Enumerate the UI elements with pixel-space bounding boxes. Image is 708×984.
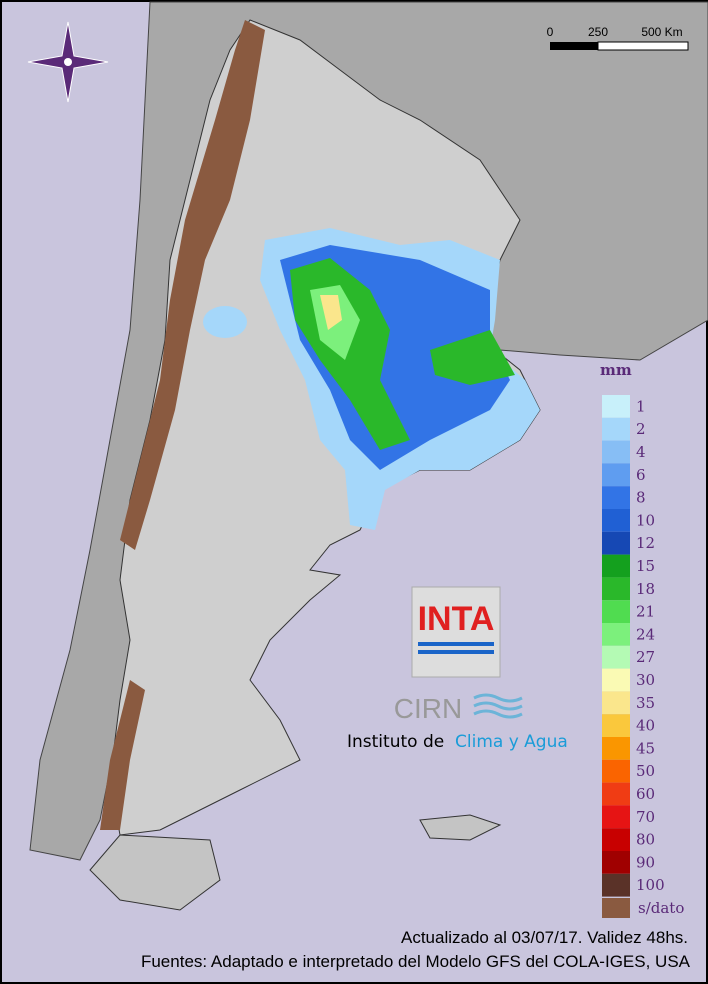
legend-label: 15 xyxy=(636,557,655,575)
legend-swatch xyxy=(602,577,630,601)
legend-label: 80 xyxy=(636,831,655,849)
footer-updated: Actualizado al 03/07/17. Validez 48hs. xyxy=(401,928,688,947)
legend-label: 100 xyxy=(636,876,665,894)
legend-label: 10 xyxy=(636,511,655,529)
logo-cirn: CIRN xyxy=(394,693,462,724)
legend-label: 2 xyxy=(636,420,646,438)
precip-area xyxy=(430,330,515,385)
legend-swatch xyxy=(602,691,630,715)
legend-swatch xyxy=(602,805,630,829)
logo-box xyxy=(411,586,501,678)
legend-swatch xyxy=(602,395,630,418)
tierra-del-fuego xyxy=(89,834,221,911)
scale-label: 0 xyxy=(547,25,554,39)
footer-sources: Fuentes: Adaptado e interpretado del Mod… xyxy=(141,952,691,971)
legend-swatch xyxy=(602,509,630,532)
legend-label: 24 xyxy=(636,625,655,643)
legend-swatch xyxy=(602,851,630,874)
legend-swatch xyxy=(602,714,630,737)
legend-label: 12 xyxy=(636,534,655,552)
compass-rose xyxy=(27,21,109,103)
scale-bar xyxy=(597,41,689,51)
legend-label: 18 xyxy=(636,580,655,598)
scale-bar xyxy=(550,42,598,50)
legend-swatch xyxy=(602,531,630,555)
no-data-area xyxy=(100,680,145,830)
legend-label: 35 xyxy=(636,694,655,712)
islands xyxy=(419,814,502,841)
logo-stripe xyxy=(418,642,494,646)
legend-label: 70 xyxy=(636,808,655,826)
logo-inta: INTA xyxy=(418,600,495,638)
legend-swatch xyxy=(602,554,630,578)
legend-swatch xyxy=(602,440,630,464)
legend-label: s/dato xyxy=(638,899,684,917)
legend-swatch xyxy=(602,759,630,783)
legend-label: 30 xyxy=(636,671,655,689)
legend-swatch xyxy=(602,623,630,646)
legend-label: 6 xyxy=(636,466,646,484)
logo-waves xyxy=(473,693,523,719)
legend-label: 90 xyxy=(636,853,655,871)
institute-name: Instituto de xyxy=(347,732,444,752)
legend-swatch xyxy=(602,417,630,441)
institute-name: Clima y Agua xyxy=(455,732,568,752)
legend-swatch xyxy=(602,486,630,509)
legend-label: 21 xyxy=(636,603,655,621)
precip-area xyxy=(203,306,247,338)
legend-label: 40 xyxy=(636,717,655,735)
legend-label: 27 xyxy=(636,648,655,666)
legend-swatch xyxy=(602,668,630,692)
legend-label: 60 xyxy=(636,785,655,803)
legend-swatch xyxy=(602,873,630,897)
logo-stripe xyxy=(418,650,494,654)
legend-label: 45 xyxy=(636,739,655,757)
legend-swatch xyxy=(602,828,630,851)
precip-area xyxy=(320,295,342,330)
legend-swatch xyxy=(602,600,630,623)
legend-swatch xyxy=(602,463,630,487)
legend-label: 4 xyxy=(636,443,646,461)
legend-swatch xyxy=(602,737,630,760)
scale-label: 250 xyxy=(588,25,608,39)
legend-label: 8 xyxy=(636,489,646,507)
legend-swatch xyxy=(602,898,630,918)
scale-label: 500 Km xyxy=(641,25,682,39)
no-data-area xyxy=(120,20,265,550)
legend-label: 1 xyxy=(636,397,646,415)
legend-swatch xyxy=(602,782,630,806)
legend-swatch xyxy=(602,645,630,669)
legend-label: 50 xyxy=(636,762,655,780)
legend-title: mm xyxy=(600,361,632,379)
